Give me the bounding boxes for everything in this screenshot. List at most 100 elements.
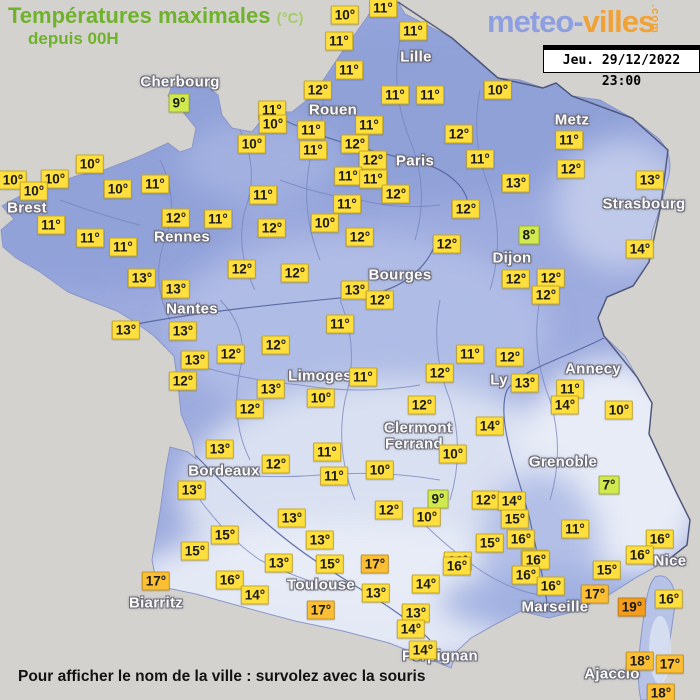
city-label: Rouen: [308, 101, 358, 119]
temp-badge: 13°: [501, 173, 531, 193]
temp-badge: 15°: [592, 560, 622, 580]
temp-badge: 19°: [617, 597, 647, 617]
temp-badge: 13°: [305, 530, 335, 550]
temp-badge: 12°: [432, 234, 462, 254]
temp-badge: 10°: [412, 507, 442, 527]
city-label: Paris: [395, 152, 435, 170]
temp-badge: 10°: [604, 400, 634, 420]
city-label: Toulouse: [287, 576, 355, 594]
temp-badge: 11°: [326, 314, 354, 334]
temp-badge: 14°: [475, 416, 505, 436]
temp-badge: 14°: [497, 491, 527, 511]
temp-badge: 12°: [374, 500, 404, 520]
temp-badge: 13°: [168, 321, 198, 341]
datetime-badge: Jeu. 29/12/2022 23:00: [543, 45, 700, 89]
temp-badge: 13°: [264, 553, 294, 573]
logo-suffix: .com: [648, 4, 661, 34]
temp-badge: 17°: [580, 584, 610, 604]
temp-badge: 14°: [550, 395, 580, 415]
city-label: Annecy: [565, 360, 621, 378]
temp-badge: 11°: [466, 149, 494, 169]
temp-badge: 9°: [427, 489, 449, 509]
city-label: Marseille: [521, 598, 589, 616]
meteo-villes-logo[interactable]: meteo-villes .com: [487, 4, 660, 40]
temp-badge: 10°: [237, 134, 267, 154]
temp-badge: 11°: [325, 31, 353, 51]
temp-badge: 10°: [438, 444, 468, 464]
temp-badge: 12°: [495, 347, 525, 367]
temp-badge: 11°: [349, 367, 377, 387]
temp-badge: 12°: [425, 363, 455, 383]
temp-badge: 8°: [518, 225, 540, 245]
temp-badge: 12°: [227, 259, 257, 279]
temp-badge: 11°: [320, 466, 348, 486]
temp-badge: 15°: [315, 554, 345, 574]
city-label: Bordeaux: [188, 462, 260, 480]
temp-badge: 13°: [340, 280, 370, 300]
temp-badge: 13°: [256, 379, 286, 399]
temp-badge: 15°: [475, 533, 505, 553]
temp-badge: 11°: [355, 115, 383, 135]
temp-badge: 12°: [471, 490, 501, 510]
temp-badge: 11°: [37, 215, 65, 235]
temp-badge: 12°: [444, 124, 474, 144]
temp-badge: 11°: [334, 166, 362, 186]
temp-badge: 14°: [396, 619, 426, 639]
temp-badge: 11°: [416, 85, 444, 105]
city-label: Brest: [7, 199, 47, 217]
city-label: Biarritz: [128, 594, 184, 612]
temp-badge: 11°: [335, 60, 363, 80]
temp-badge: 11°: [141, 174, 169, 194]
temp-badge: 11°: [555, 130, 583, 150]
temp-badge: 11°: [399, 21, 427, 41]
city-label: Rennes: [154, 228, 210, 246]
temp-badge: 15°: [500, 509, 530, 529]
temp-badge: 12°: [168, 371, 198, 391]
city-label: Clermont: [383, 419, 453, 437]
city-label: Ly: [490, 371, 508, 389]
logo-part2: villes: [582, 4, 656, 39]
temp-badge: 13°: [277, 508, 307, 528]
temp-badge: 12°: [536, 268, 566, 288]
temp-badge: 16°: [625, 545, 655, 565]
temp-badge: 12°: [303, 80, 333, 100]
temp-badge: 10°: [365, 460, 395, 480]
temp-badge: 12°: [257, 218, 287, 238]
city-label: Nice: [653, 552, 687, 570]
city-label: Ferrand: [385, 435, 443, 453]
temp-badge: 13°: [111, 320, 141, 340]
temp-badge: 12°: [280, 263, 310, 283]
city-label: Limoges: [288, 367, 352, 385]
temp-badge: 15°: [210, 525, 240, 545]
temp-badge: 13°: [127, 268, 157, 288]
temp-badge: 13°: [401, 603, 431, 623]
temp-badge: 13°: [180, 350, 210, 370]
city-label: Dijon: [492, 249, 532, 267]
title-unit: (°C): [276, 10, 304, 27]
temp-badge: 11°: [297, 120, 325, 140]
temp-badge: 14°: [240, 585, 270, 605]
temp-badge: 12°: [407, 395, 437, 415]
temp-badge: 12°: [451, 199, 481, 219]
temp-badge: 16°: [506, 529, 536, 549]
temp-badge: 16°: [536, 576, 566, 596]
temp-badge: 17°: [141, 571, 171, 591]
temp-badge: 15°: [180, 541, 210, 561]
footer-hint: Pour afficher le nom de la ville : survo…: [18, 668, 426, 685]
logo-part1: meteo-: [487, 4, 584, 39]
title-text: Températures maximales: [8, 3, 271, 28]
temp-badge: 12°: [501, 269, 531, 289]
temp-badge: 16°: [442, 556, 472, 576]
temp-badge: 14°: [408, 640, 438, 660]
temp-badge: 13°: [177, 480, 207, 500]
temp-badge: 11°: [204, 209, 232, 229]
temp-badge: 18°: [625, 651, 655, 671]
temp-badge: 11°: [381, 85, 409, 105]
temp-badge: 10°: [0, 170, 28, 190]
temp-badge: 11°: [456, 344, 484, 364]
temp-badge: 12°: [261, 454, 291, 474]
temp-badge: 12°: [381, 184, 411, 204]
temp-badge: 7°: [598, 475, 620, 495]
temp-badge: 10°: [103, 179, 133, 199]
